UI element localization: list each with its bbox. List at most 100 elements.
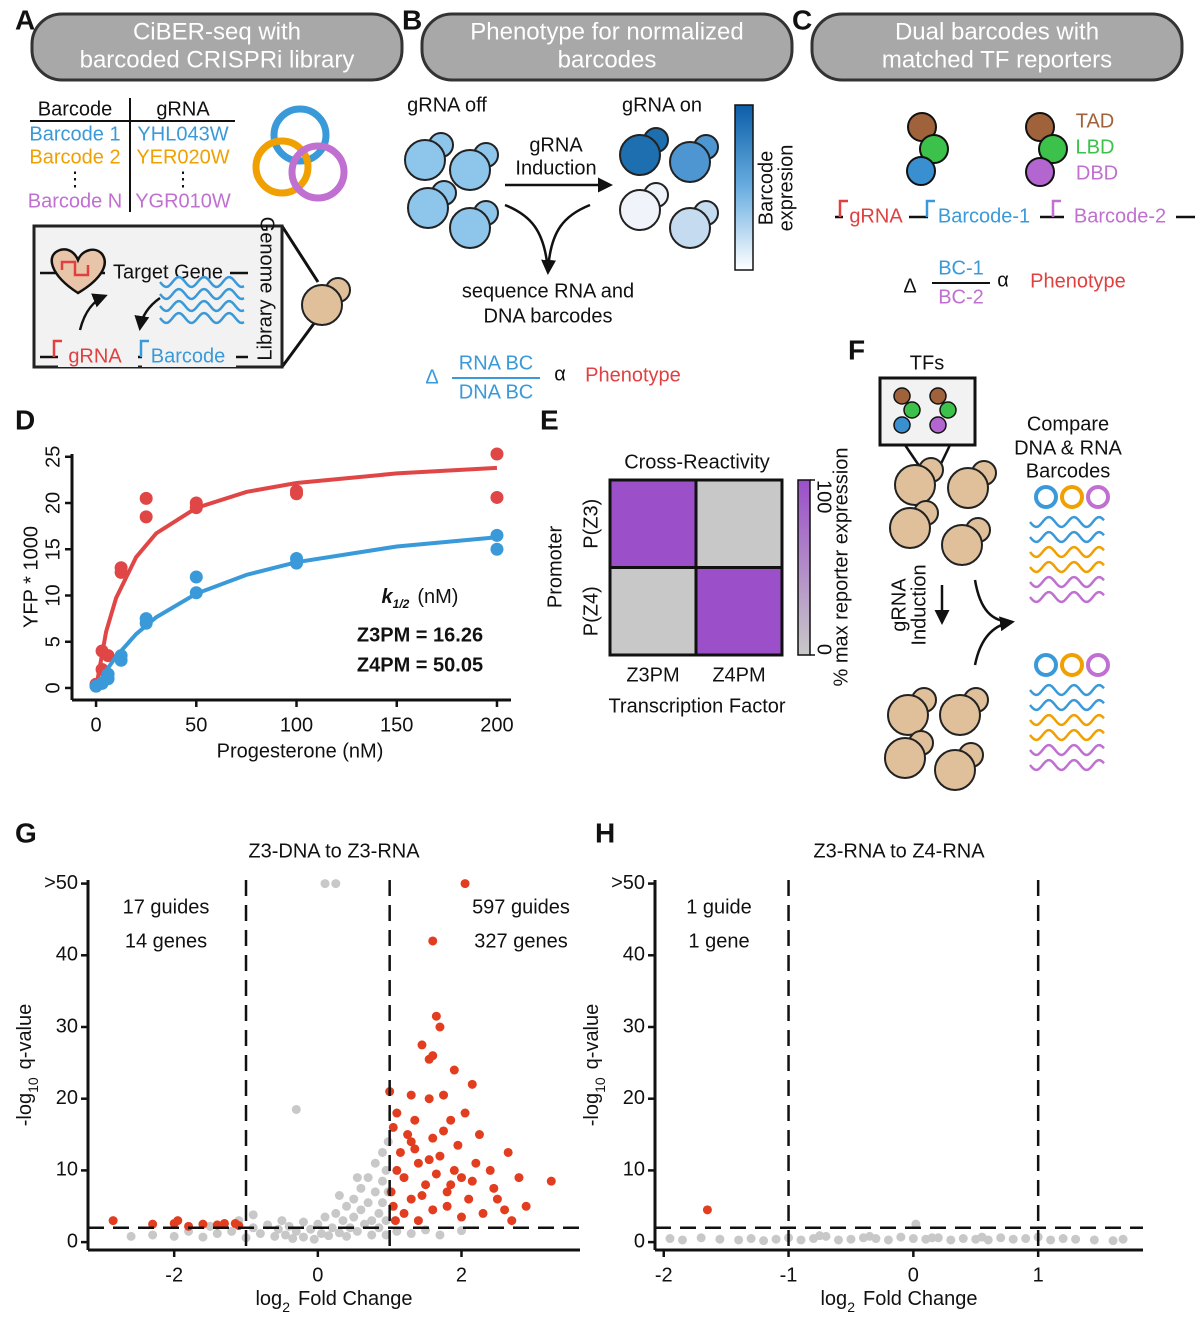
grna-label: gRNA <box>68 345 122 367</box>
point <box>865 1231 875 1241</box>
point <box>677 1235 687 1245</box>
point <box>490 528 504 542</box>
count-label: 597 guides <box>472 896 570 918</box>
point <box>435 1151 445 1161</box>
point <box>331 879 341 889</box>
mask <box>58 347 138 367</box>
fit-label: Z4PM = 50.05 <box>357 654 483 676</box>
point <box>1071 1234 1081 1244</box>
point <box>467 1079 477 1089</box>
point <box>309 1234 319 1244</box>
point <box>492 1194 502 1204</box>
yeast-cell <box>407 187 449 229</box>
plasmid <box>270 105 330 165</box>
x-label-main: log <box>255 1288 282 1310</box>
header-pill <box>30 12 404 82</box>
x-tick-label: 0 <box>908 1264 919 1286</box>
count-label: 17 guides <box>123 896 210 918</box>
x-label: Transcription Factor <box>608 695 785 717</box>
point <box>327 1223 337 1233</box>
point <box>490 490 504 504</box>
count-label: 1 guide <box>686 896 752 918</box>
k: k <box>382 586 394 608</box>
point <box>139 510 153 524</box>
mask <box>1064 205 1176 229</box>
barcode-circle <box>1060 485 1084 509</box>
point <box>277 1216 287 1226</box>
wave <box>1029 545 1105 559</box>
x-label: log2 Fold Change <box>820 1288 977 1314</box>
denominator: DNA BC <box>459 381 533 403</box>
point <box>377 1176 387 1186</box>
colorbar-tick-label: 0 <box>813 644 835 655</box>
table-cell: Barcode N <box>28 190 123 212</box>
point <box>392 1108 402 1118</box>
x-label: log2 Fold Change <box>255 1288 412 1314</box>
k-sub: 1/2 <box>393 597 410 611</box>
header: Dual barcodes with <box>895 18 1099 45</box>
y-tick-label: 10 <box>42 584 64 606</box>
point <box>715 1234 725 1244</box>
y-tick-label: 20 <box>56 1087 78 1109</box>
point <box>363 1198 373 1208</box>
panel-label: F <box>848 334 865 365</box>
zoom-lines <box>280 225 320 368</box>
chart-title: Z3-DNA to Z3-RNA <box>248 840 420 862</box>
point <box>435 1230 445 1240</box>
yeast-cell <box>404 139 446 181</box>
point <box>352 1173 362 1183</box>
point <box>388 1201 398 1211</box>
point <box>442 1187 452 1197</box>
y-tick-label: 15 <box>42 538 64 560</box>
barcode-label: Barcode-1 <box>938 205 1030 227</box>
promoter <box>1051 199 1061 217</box>
point <box>377 1147 387 1157</box>
point <box>446 1180 456 1190</box>
point <box>381 1230 391 1240</box>
point <box>449 1165 459 1175</box>
x-label-rest: Fold Change <box>863 1288 978 1310</box>
fit-curve <box>94 465 498 689</box>
colorbar-label: Barcode <box>755 151 777 226</box>
x-tick-label: 0 <box>90 714 101 736</box>
wave <box>1029 728 1105 742</box>
wave <box>159 287 245 301</box>
point <box>290 484 304 498</box>
mask <box>928 205 1040 229</box>
x-tick-label: Z3PM <box>626 664 679 686</box>
point <box>114 561 128 575</box>
colorbar <box>734 104 754 271</box>
y-label-rest: q-value <box>581 1004 603 1070</box>
x-tick-label: 150 <box>380 714 413 736</box>
arrow <box>78 293 108 331</box>
point <box>173 1216 183 1226</box>
layout: A B C D E F G H CiBER-seq with barcoded … <box>15 4 1195 848</box>
arrow <box>134 296 161 331</box>
point <box>453 1140 463 1150</box>
compare-label: Barcodes <box>1026 460 1111 482</box>
yeast-cell <box>889 507 931 549</box>
point <box>456 1212 466 1222</box>
table-cell: YER020W <box>136 146 229 168</box>
heat-cell <box>608 566 698 657</box>
point <box>367 1230 377 1240</box>
delta: Δ <box>425 366 438 388</box>
protein-fold <box>60 260 90 277</box>
point <box>381 1216 391 1226</box>
point <box>933 1233 943 1243</box>
y-label-sub: 10 <box>25 1077 41 1093</box>
yeast-cell <box>669 207 711 249</box>
tf-domain <box>1025 112 1055 142</box>
point <box>1089 1235 1099 1245</box>
phenotype: Phenotype <box>585 364 681 386</box>
wave <box>1029 713 1105 727</box>
domain-label: TAD <box>1076 110 1115 132</box>
point <box>324 1231 334 1241</box>
heat-cell <box>608 478 698 569</box>
x-tick-label: -2 <box>165 1264 183 1286</box>
protein <box>50 248 106 295</box>
table-header: gRNA <box>156 98 210 120</box>
point <box>410 1115 420 1125</box>
table-cell: YHL043W <box>137 123 228 145</box>
point <box>189 586 203 600</box>
